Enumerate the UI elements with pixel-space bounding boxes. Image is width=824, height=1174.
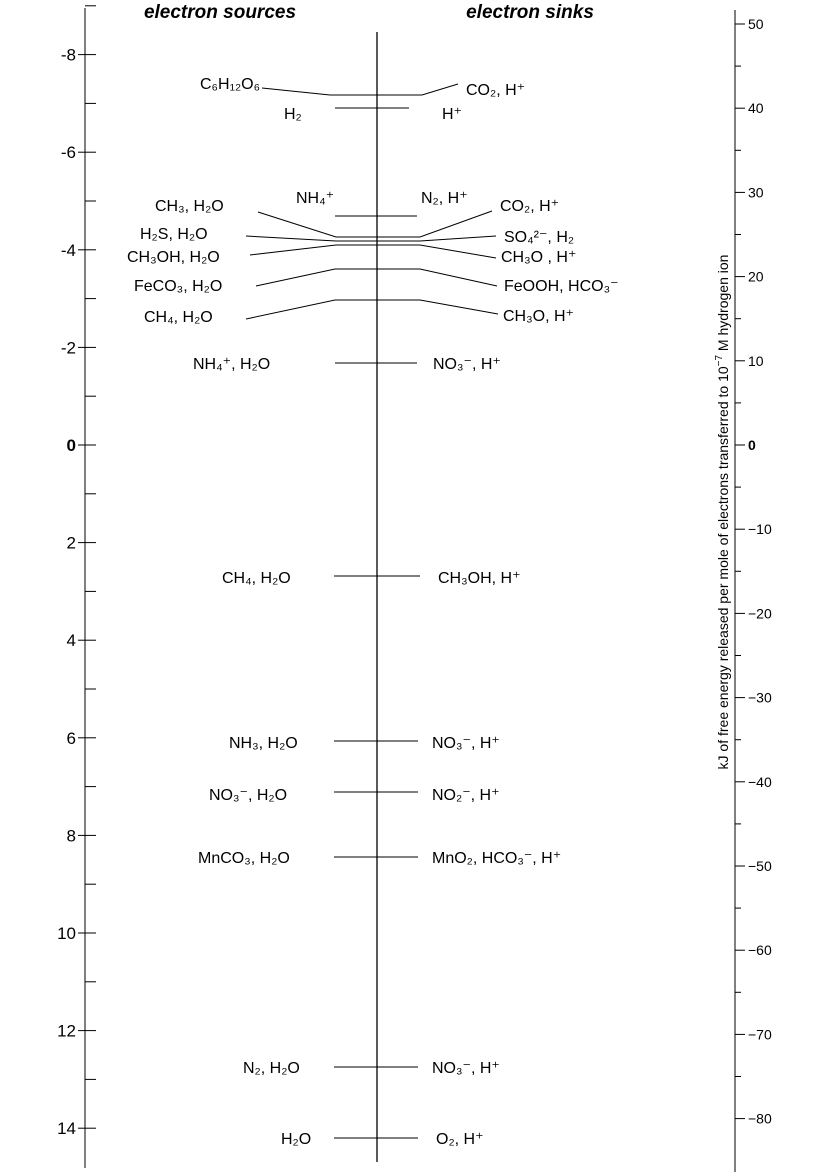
sink-label: NO₂⁻, H⁺ <box>432 787 500 804</box>
right-tick-label: −80 <box>748 1111 772 1127</box>
couple-connector-line <box>245 299 499 320</box>
sink-label: NO₃⁻, H⁺ <box>432 735 500 752</box>
source-label: N₂, H₂O <box>243 1060 300 1077</box>
left-tick-label: -6 <box>61 143 76 162</box>
source-label: MnCO₃, H₂O <box>198 850 290 867</box>
header-electron-sinks: electron sinks <box>466 2 594 23</box>
couple-connector-line <box>261 83 459 96</box>
right-tick-label: −70 <box>748 1026 772 1042</box>
right-tick-label: −20 <box>748 605 772 621</box>
right-tick-label: −50 <box>748 858 772 874</box>
right-tick-label: −40 <box>748 774 772 790</box>
couple-connector-line <box>245 235 497 242</box>
source-label: H₂ <box>284 106 302 123</box>
right-tick-label: 40 <box>748 100 764 116</box>
source-label: NH₄⁺ <box>296 190 334 207</box>
left-tick-label: 14 <box>57 1119 76 1138</box>
right-tick-label: 30 <box>748 184 764 200</box>
couple-connector-line <box>255 268 498 287</box>
sink-label: H⁺ <box>442 106 462 123</box>
sink-label: MnO₂, HCO₃⁻, H⁺ <box>432 850 561 867</box>
right-tick-label: −60 <box>748 942 772 958</box>
source-label: C₆H₁₂O₆ <box>200 76 260 93</box>
left-tick-label: -2 <box>61 338 76 357</box>
right-tick-label: 10 <box>748 353 764 369</box>
source-label: CH₃OH, H₂O <box>127 249 220 266</box>
couple-labels: C₆H₁₂O₆ CO₂, H⁺ H₂ H⁺ NH₄⁺ N₂, H⁺ CH₃, H₂O CO₂,… <box>127 76 619 1148</box>
right-tick-label: 50 <box>748 16 764 32</box>
couple-connector-line <box>249 244 497 259</box>
source-label: H₂S, H₂O <box>140 226 208 243</box>
source-label: CH₃, H₂O <box>155 198 224 215</box>
left-tick-label: 10 <box>57 924 76 943</box>
sink-label: NO₃⁻, H⁺ <box>432 1060 500 1077</box>
sink-label: CH₃OH, H⁺ <box>438 570 521 587</box>
right-tick-label: 0 <box>748 437 756 453</box>
couple-connectors <box>245 83 499 1139</box>
source-label: CH₄, H₂O <box>222 570 291 587</box>
source-label: CH₄, H₂O <box>144 309 213 326</box>
couple-connector-line <box>257 210 493 238</box>
left-tick-label: 4 <box>67 631 76 650</box>
sink-label: CO₂, H⁺ <box>466 82 525 99</box>
left-tick-label: 12 <box>57 1022 76 1041</box>
source-label: H₂O <box>281 1131 311 1148</box>
left-tick-label: 6 <box>67 729 76 748</box>
sink-label: CO₂, H⁺ <box>500 198 559 215</box>
sink-label: O₂, H⁺ <box>436 1131 484 1148</box>
right-tick-label: −10 <box>748 521 772 537</box>
sink-label: N₂, H⁺ <box>421 190 468 207</box>
sink-label: FeOOH, HCO₃⁻ <box>504 278 619 295</box>
right-axis-label: kJ of free energy released per mole of e… <box>714 255 731 770</box>
left-tick-label: 0 <box>67 436 76 455</box>
left-tick-label: -4 <box>61 241 76 260</box>
header-electron-sources: electron sources <box>144 2 296 23</box>
source-label: NH₄⁺, H₂O <box>193 356 270 373</box>
left-axis-ticks: -8 -6 -4 -2 0 2 4 6 8 10 12 14 <box>57 5 96 1138</box>
left-tick-label: 8 <box>67 826 76 845</box>
left-tick-label: -8 <box>61 46 76 65</box>
sink-label: CH₃O , H⁺ <box>501 249 576 266</box>
right-tick-label: 20 <box>748 269 764 285</box>
source-label: NO₃⁻, H₂O <box>209 787 287 804</box>
right-axis-ticks: 50 40 30 20 10 0 −10 −20 −30 −40 −50 −60 −70 −80 <box>735 16 772 1127</box>
sink-label: CH₃O, H⁺ <box>503 308 574 325</box>
sink-label: SO₄²⁻, H₂ <box>504 229 574 246</box>
sink-label: NO₃⁻, H⁺ <box>433 356 501 373</box>
left-tick-label: 2 <box>67 534 76 553</box>
source-label: FeCO₃, H₂O <box>134 278 222 295</box>
right-tick-label: −30 <box>748 690 772 706</box>
source-label: NH₃, H₂O <box>229 735 298 752</box>
